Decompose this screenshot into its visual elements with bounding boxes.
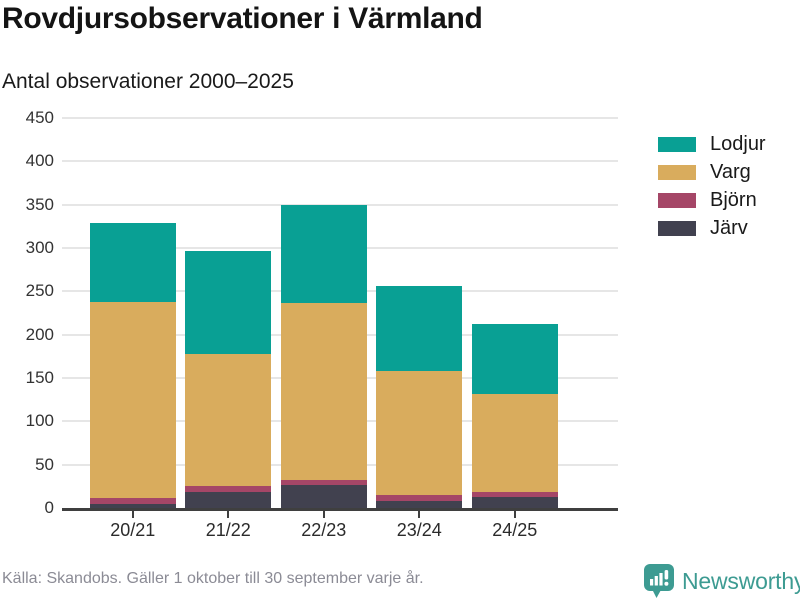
- legend-item-björn: Björn: [658, 186, 766, 214]
- gridline: [62, 117, 618, 119]
- legend-swatch-lodjur: [658, 136, 696, 152]
- x-tick-label: 20/21: [110, 520, 156, 540]
- gridline: [62, 203, 618, 206]
- bar-segment-björn-22-23: [280, 480, 367, 485]
- legend-swatch-varg: [658, 164, 696, 180]
- bar-segment-lodjur-20-21: [89, 222, 176, 302]
- y-axis: 0 50 100 150 200 250 300 350 400 450: [0, 108, 54, 517]
- y-tick-label: 0: [44, 498, 54, 517]
- bar-segment-varg-24-25: [471, 394, 558, 493]
- legend-item-varg: Varg: [658, 158, 766, 186]
- bar-segment-järv-20-21: [89, 503, 176, 508]
- bar-segment-lodjur-21-22: [185, 251, 272, 354]
- bar-segment-varg-23-24: [376, 371, 463, 495]
- legend-item-lodjur: Lodjur: [658, 130, 766, 158]
- chart-subtitle: Antal observationer 2000–2025: [2, 70, 294, 93]
- bar-segment-lodjur-22-23: [280, 204, 367, 303]
- source-note: Källa: Skandobs. Gäller 1 oktober till 3…: [2, 570, 424, 587]
- bar-segment-varg-21-22: [185, 353, 272, 487]
- bar-segment-järv-22-23: [280, 484, 367, 508]
- x-tick-mark: [322, 511, 325, 518]
- x-tick-mark: [131, 511, 134, 518]
- legend-label: Björn: [710, 188, 757, 211]
- legend-label: Varg: [710, 160, 751, 183]
- y-tick-label: 350: [25, 194, 54, 214]
- x-tick-label: 21/22: [205, 520, 251, 540]
- y-tick-label: 450: [25, 108, 54, 127]
- y-tick-label: 400: [25, 151, 54, 171]
- x-tick-label: 24/25: [492, 520, 538, 540]
- y-tick-label: 150: [25, 368, 54, 387]
- legend-swatch-björn: [658, 192, 696, 208]
- legend-label: Järv: [710, 216, 748, 239]
- y-tick-label: 200: [25, 324, 54, 344]
- legend-swatch-järv: [658, 220, 696, 236]
- bar-segment-järv-23-24: [376, 501, 463, 508]
- x-tick-label: 23/24: [396, 520, 442, 540]
- branding: Newsworthy: [644, 564, 800, 599]
- bar-segment-björn-24-25: [471, 492, 558, 497]
- bar-segment-varg-22-23: [280, 302, 367, 481]
- bar-segment-varg-20-21: [89, 301, 176, 499]
- bar-segment-björn-20-21: [89, 498, 176, 504]
- bar-segment-järv-21-22: [185, 491, 272, 508]
- newsworthy-logo-icon: [644, 564, 674, 598]
- y-tick-label: 250: [25, 281, 54, 301]
- gridline: [62, 160, 618, 163]
- y-tick-label: 300: [25, 238, 54, 257]
- x-tick-mark: [513, 511, 516, 518]
- legend: Lodjur Varg Björn Järv: [658, 130, 766, 242]
- x-axis: 20/21 21/22 22/23 23/24 24/25: [62, 511, 618, 551]
- bar-segment-björn-21-22: [185, 486, 272, 492]
- page-title: Rovdjursobservationer i Värmland: [2, 2, 483, 35]
- x-tick-mark: [418, 511, 421, 518]
- y-tick-label: 100: [25, 411, 54, 431]
- legend-label: Lodjur: [710, 132, 766, 155]
- x-tick-label: 22/23: [301, 520, 347, 540]
- y-tick-label: 50: [35, 454, 54, 474]
- legend-item-järv: Järv: [658, 214, 766, 242]
- bar-segment-lodjur-24-25: [471, 324, 558, 395]
- bar-segment-järv-24-25: [471, 496, 558, 508]
- plot-area: [62, 117, 618, 511]
- bar-segment-lodjur-23-24: [376, 286, 463, 372]
- newsworthy-logo-text: Newsworthy: [682, 568, 800, 594]
- bar-segment-björn-23-24: [376, 495, 463, 502]
- x-tick-mark: [227, 511, 230, 518]
